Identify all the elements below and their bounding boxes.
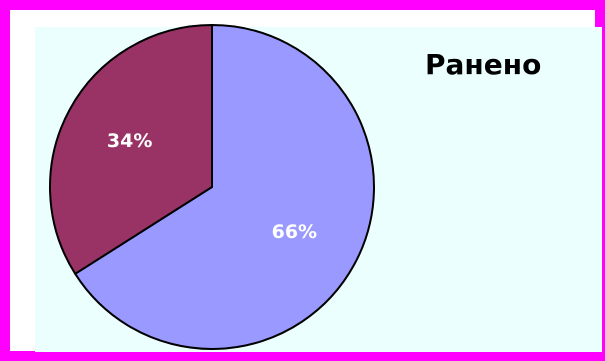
pie-slice-label-0: 66%: [272, 221, 317, 243]
pie-slice-0: [73, 23, 375, 350]
pie-slice-1: [49, 23, 213, 276]
pie-slice-label-1: 34%: [107, 130, 152, 152]
chart-title: Ранено: [425, 48, 542, 81]
pie-slice-labels: 66% 34%: [107, 130, 317, 243]
pie-slices: [49, 23, 375, 350]
